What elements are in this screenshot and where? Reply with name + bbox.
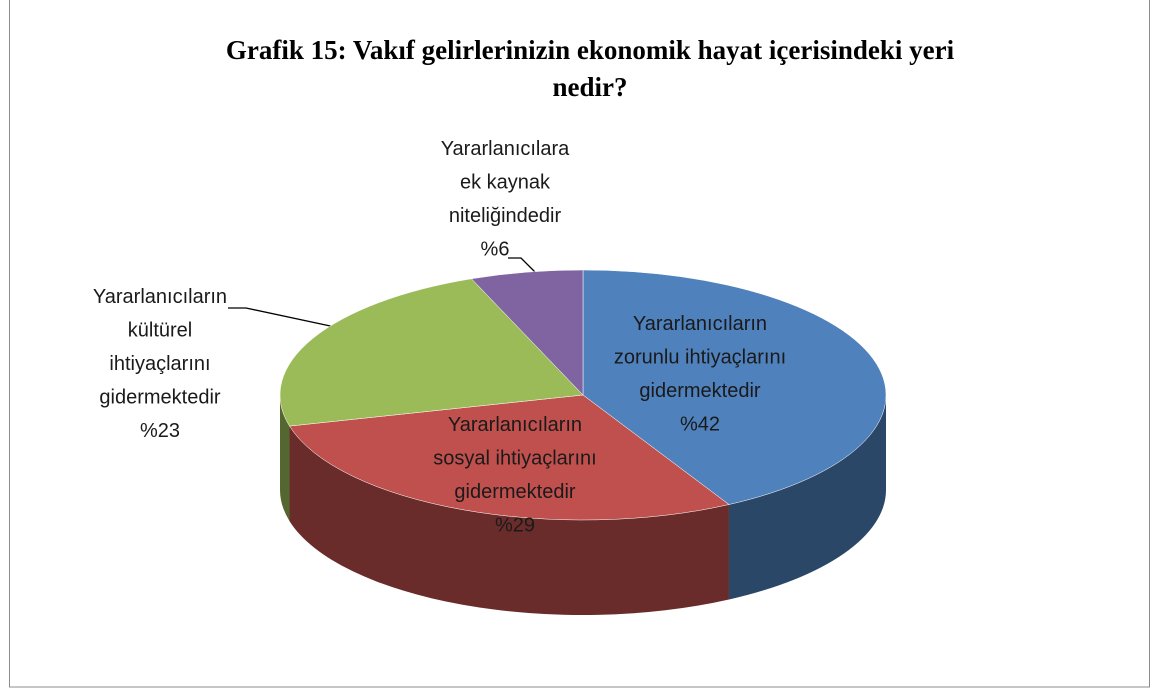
pie-slice [289,394,730,521]
value-label: %29 [495,515,535,537]
value-label: %6 [481,239,510,261]
pie-slice [279,278,584,427]
slice-label: Yararlanıcılara ek kaynak niteliğindedir [441,138,570,227]
slice-label: Yararlanıcıların sosyal ihtiyaçlarını gide… [433,414,596,503]
pie-slice [582,269,887,505]
slice-label: Yararlanıcıların zorunlu ihtiyaçlarını gid… [614,313,786,402]
pie-slice [470,269,584,396]
slice-label: Yararlanıcıların kültürel ihtiyaçlarını gid… [93,286,227,409]
pie-side [280,395,290,522]
chart-title: Grafik 15: Vakıf gelirlerinizin ekonomik… [226,35,955,102]
pie-side [289,426,729,615]
value-label: %23 [140,420,180,442]
pie-side [728,395,886,600]
value-label: %42 [680,414,720,436]
leader-line [228,307,336,328]
leader-line [508,257,536,273]
